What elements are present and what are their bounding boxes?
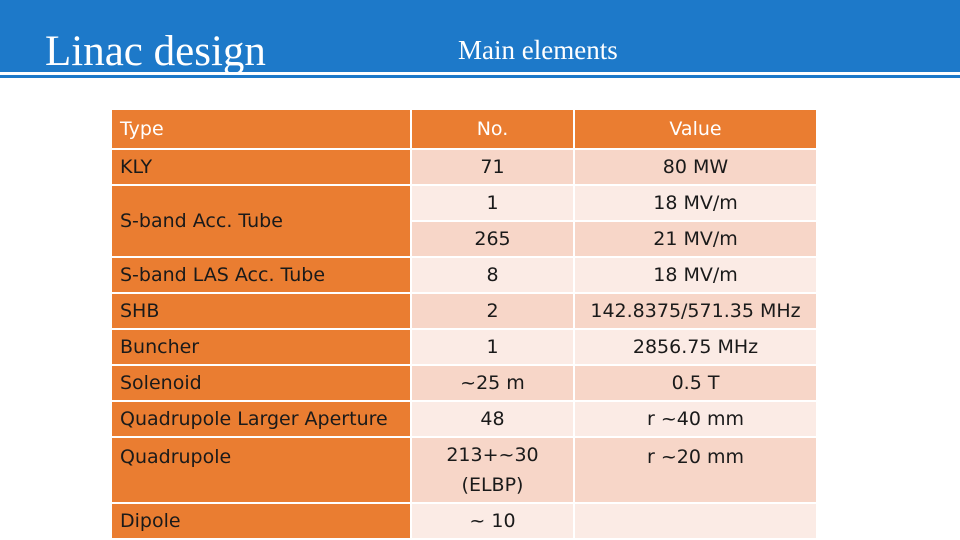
header-value: Value: [575, 110, 816, 150]
no-cell: ~25 m: [412, 366, 573, 402]
no-cell: 2: [412, 294, 573, 330]
value-cell-empty: [575, 504, 816, 540]
value-cell: r ~40 mm: [575, 402, 816, 438]
no-cell: ~ 10: [412, 504, 573, 540]
title-underline: [0, 72, 960, 75]
no-cell: 265: [412, 222, 573, 258]
type-cell-kly: KLY: [112, 150, 410, 186]
title-band: [0, 0, 960, 78]
type-cell-dipole: Dipole: [112, 504, 410, 540]
no-cell: 71: [412, 150, 573, 186]
slide-title: Linac design: [45, 28, 266, 75]
type-cell-solenoid: Solenoid: [112, 366, 410, 402]
main-elements-table: Type No. Value KLY S-band Acc. Tube S-ba…: [112, 110, 816, 540]
value-cell: 80 MW: [575, 150, 816, 186]
type-cell-shb: SHB: [112, 294, 410, 330]
value-cell: 18 MV/m: [575, 258, 816, 294]
type-cell-buncher: Buncher: [112, 330, 410, 366]
no-cell: 1: [412, 330, 573, 366]
no-cell: 8: [412, 258, 573, 294]
no-cell-line: 213+~30: [446, 444, 539, 466]
no-cell-line: (ELBP): [461, 474, 524, 496]
no-cell: 48: [412, 402, 573, 438]
header-no: No.: [412, 110, 573, 150]
header-type: Type: [112, 110, 410, 150]
value-cell: 2856.75 MHz: [575, 330, 816, 366]
type-cell-quadrupole: Quadrupole: [112, 438, 410, 504]
value-cell: 0.5 T: [575, 366, 816, 402]
type-cell-quad-large-aperture: Quadrupole Larger Aperture: [112, 402, 410, 438]
type-cell-sband-acc-tube: S-band Acc. Tube: [112, 186, 410, 258]
value-cell: 18 MV/m: [575, 186, 816, 222]
value-cell: r ~20 mm: [575, 438, 816, 504]
no-cell-multiline: 213+~30 (ELBP): [412, 438, 573, 504]
value-cell: 142.8375/571.35 MHz: [575, 294, 816, 330]
type-cell-sband-las-acc-tube: S-band LAS Acc. Tube: [112, 258, 410, 294]
value-cell: 21 MV/m: [575, 222, 816, 258]
slide-subtitle: Main elements: [458, 35, 618, 65]
no-cell: 1: [412, 186, 573, 222]
